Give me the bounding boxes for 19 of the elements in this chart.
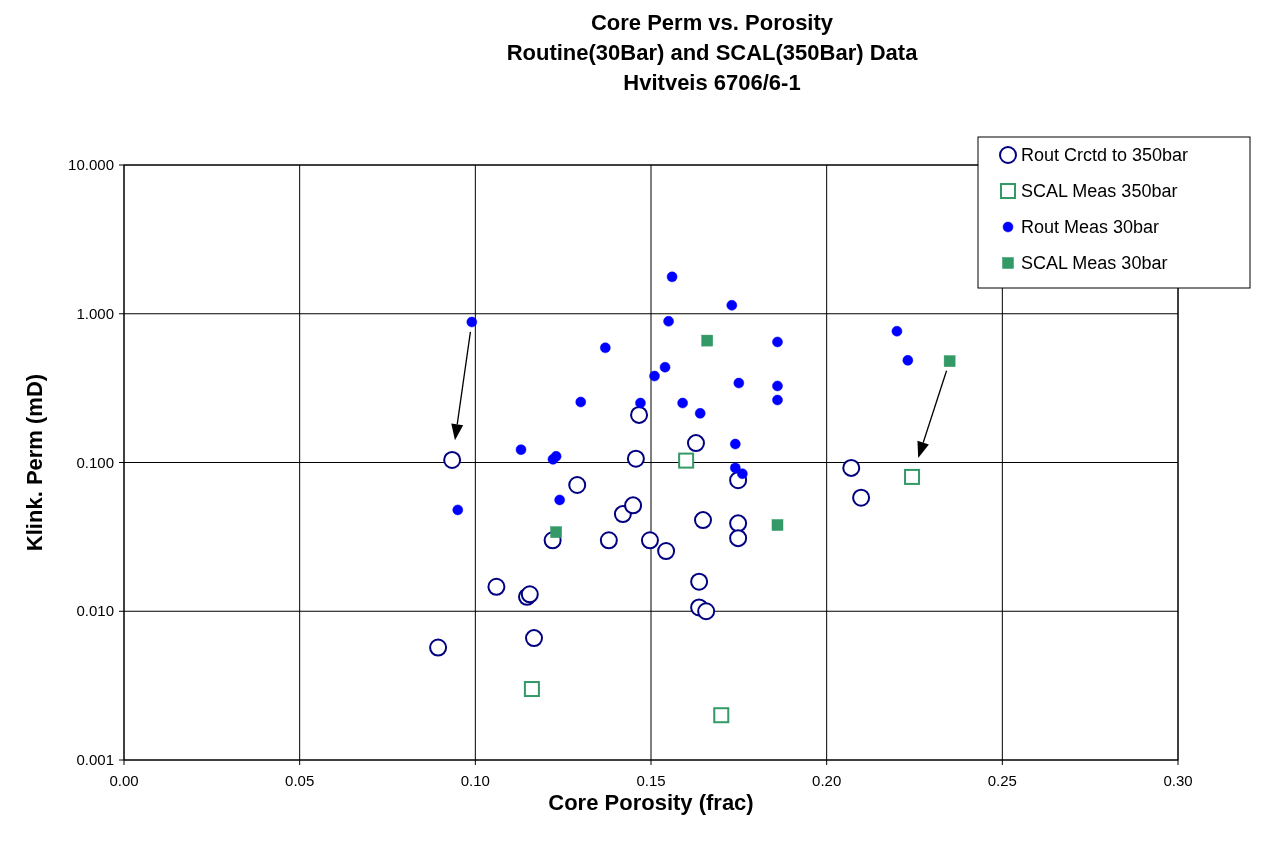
y-tick-label: 0.010 [76, 602, 114, 620]
x-tick-label: 0.05 [285, 772, 315, 789]
y-tick-label: 0.100 [76, 453, 114, 471]
legend-label: Rout Meas 30bar [1021, 217, 1160, 237]
x-tick-label: 0.25 [987, 772, 1017, 789]
y-tick-label: 1.000 [76, 304, 114, 322]
x-axis-title: Core Porosity (frac) [548, 790, 754, 815]
y-tick-label: 0.001 [76, 751, 114, 768]
x-tick-label: 0.20 [812, 772, 842, 789]
legend-label: Rout Crctd to 350bar [1021, 145, 1189, 165]
x-tick-label: 0.10 [460, 772, 490, 789]
legend-label: SCAL Meas 30bar [1021, 253, 1168, 273]
y-axis-title: Klink. Perm (mD) [22, 373, 47, 552]
x-tick-label: 0.15 [636, 772, 666, 789]
x-tick-label: 0.00 [109, 772, 139, 789]
x-tick-label: 0.30 [1163, 772, 1193, 789]
legend-label: SCAL Meas 350bar [1021, 181, 1178, 201]
chart-title: Core Perm vs. Porosity Routine(30Bar) and SCAL(350Bar) Data Hvitveis 6706/6-1 [506, 10, 919, 95]
y-tick-label: 10.000 [68, 156, 114, 173]
